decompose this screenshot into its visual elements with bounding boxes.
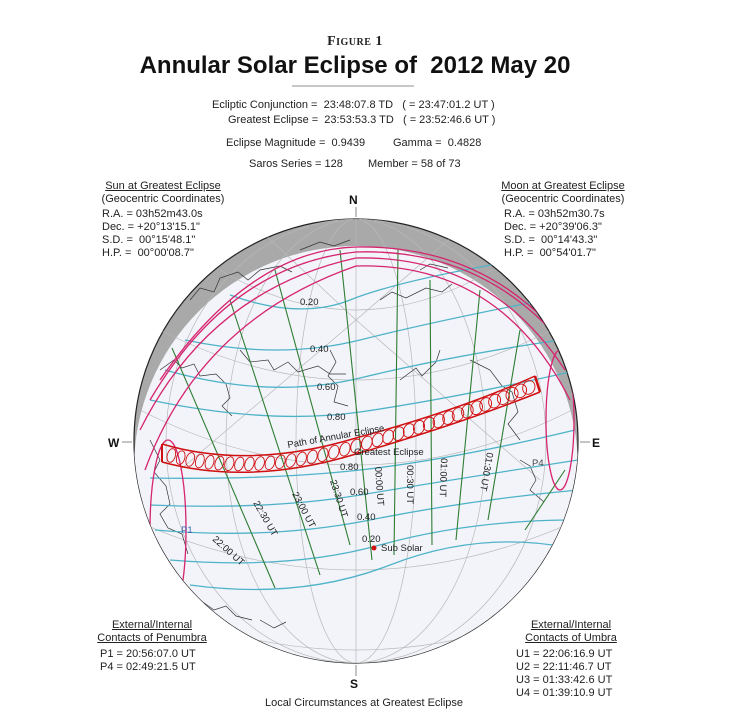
moon-sd: S.D. = 00°14'43.3"	[504, 234, 598, 246]
greatest-eclipse-time: Greatest Eclipse = 23:53:53.3 TD ( = 23:…	[228, 114, 496, 126]
magnitude-label: 0.40	[357, 512, 376, 523]
umbra-contacts-block: External/Internal Contacts of Umbra U1 =…	[516, 619, 626, 700]
umbra-heading-2: Contacts of Umbra	[525, 632, 617, 644]
title-divider	[292, 85, 414, 87]
contact-p1: P1 = 20:56:07.0 UT	[100, 648, 196, 660]
contact-u2: U2 = 22:11:46.7 UT	[516, 661, 612, 673]
magnitude-label: 0.20	[300, 297, 319, 308]
ecliptic-conjunction: Ecliptic Conjunction = 23:48:07.8 TD ( =…	[212, 99, 495, 111]
penumbra-heading-2: Contacts of Penumbra	[97, 632, 207, 644]
annular-path	[161, 375, 542, 473]
contact-u3: U3 = 01:33:42.6 UT	[516, 674, 613, 686]
p4-label: P4	[532, 458, 544, 469]
sun-hp: H.P. = 00°00'08.7"	[102, 247, 194, 259]
magnitude-label: 0.20	[362, 534, 381, 545]
magnitude-label: 0.40	[310, 344, 329, 355]
sun-block-subheading: (Geocentric Coordinates)	[101, 193, 225, 205]
contact-u4: U4 = 01:39:10.9 UT	[516, 687, 613, 699]
contact-p4: P4 = 02:49:21.5 UT	[100, 661, 196, 673]
page-title: Annular Solar Eclipse of 2012 May 20	[139, 52, 571, 79]
local-circumstances-heading: Local Circumstances at Greatest Eclipse	[264, 697, 464, 709]
sun-ra: R.A. = 03h52m43.0s	[102, 208, 203, 220]
time-isolines	[171, 249, 566, 589]
magnitude-label: 0.60	[350, 487, 369, 498]
time-label: 01:00 UT	[437, 458, 449, 498]
moon-coordinates-block: Moon at Greatest Eclipse (Geocentric Coo…	[488, 180, 638, 260]
moon-block-subheading: (Geocentric Coordinates)	[501, 193, 625, 205]
moon-dec: Dec. = +20°39'06.3"	[504, 221, 602, 233]
saros-series: Saros Series = 128	[249, 158, 343, 170]
magnitude-isolines	[149, 259, 578, 591]
compass-west: W	[108, 436, 120, 450]
magnitude-label: 0.60	[317, 382, 336, 393]
time-label: 00:30 UT	[404, 465, 415, 504]
moon-block-heading: Moon at Greatest Eclipse	[501, 180, 625, 192]
sun-sd: S.D. = 00°15'48.1"	[102, 234, 196, 246]
magnitude-label: 0.80	[327, 412, 346, 423]
penumbra-heading-1: External/Internal	[111, 619, 193, 631]
sub-solar-point	[371, 545, 377, 551]
sun-block-heading: Sun at Greatest Eclipse	[105, 180, 221, 192]
sun-coordinates-block: Sun at Greatest Eclipse (Geocentric Coor…	[88, 180, 238, 260]
moon-hp: H.P. = 00°54'01.7"	[504, 247, 596, 259]
greatest-eclipse-label: Greatest Eclipse	[354, 447, 424, 458]
umbra-heading-1: External/Internal	[530, 619, 612, 631]
p1-label: P1	[181, 525, 193, 536]
compass-north: N	[349, 193, 358, 207]
compass-east: E	[592, 436, 601, 450]
contact-u1: U1 = 22:06:16.9 UT	[516, 648, 613, 660]
magnitude-label: 0.80	[340, 462, 359, 473]
time-label: 00:00 UT	[372, 466, 386, 506]
sun-dec: Dec. = +20°13'15.1"	[102, 221, 200, 233]
sub-solar-label: Sub Solar	[381, 543, 423, 554]
penumbra-contacts-block: External/Internal Contacts of Penumbra P…	[92, 619, 212, 674]
gamma-value: Gamma = 0.4828	[393, 137, 482, 149]
saros-member: Member = 58 of 73	[368, 158, 461, 170]
moon-ra: R.A. = 03h52m30.7s	[504, 208, 605, 220]
compass-south: S	[350, 677, 359, 691]
figure-label: Figure 1	[327, 34, 383, 49]
eclipse-magnitude: Eclipse Magnitude = 0.9439	[226, 137, 366, 149]
